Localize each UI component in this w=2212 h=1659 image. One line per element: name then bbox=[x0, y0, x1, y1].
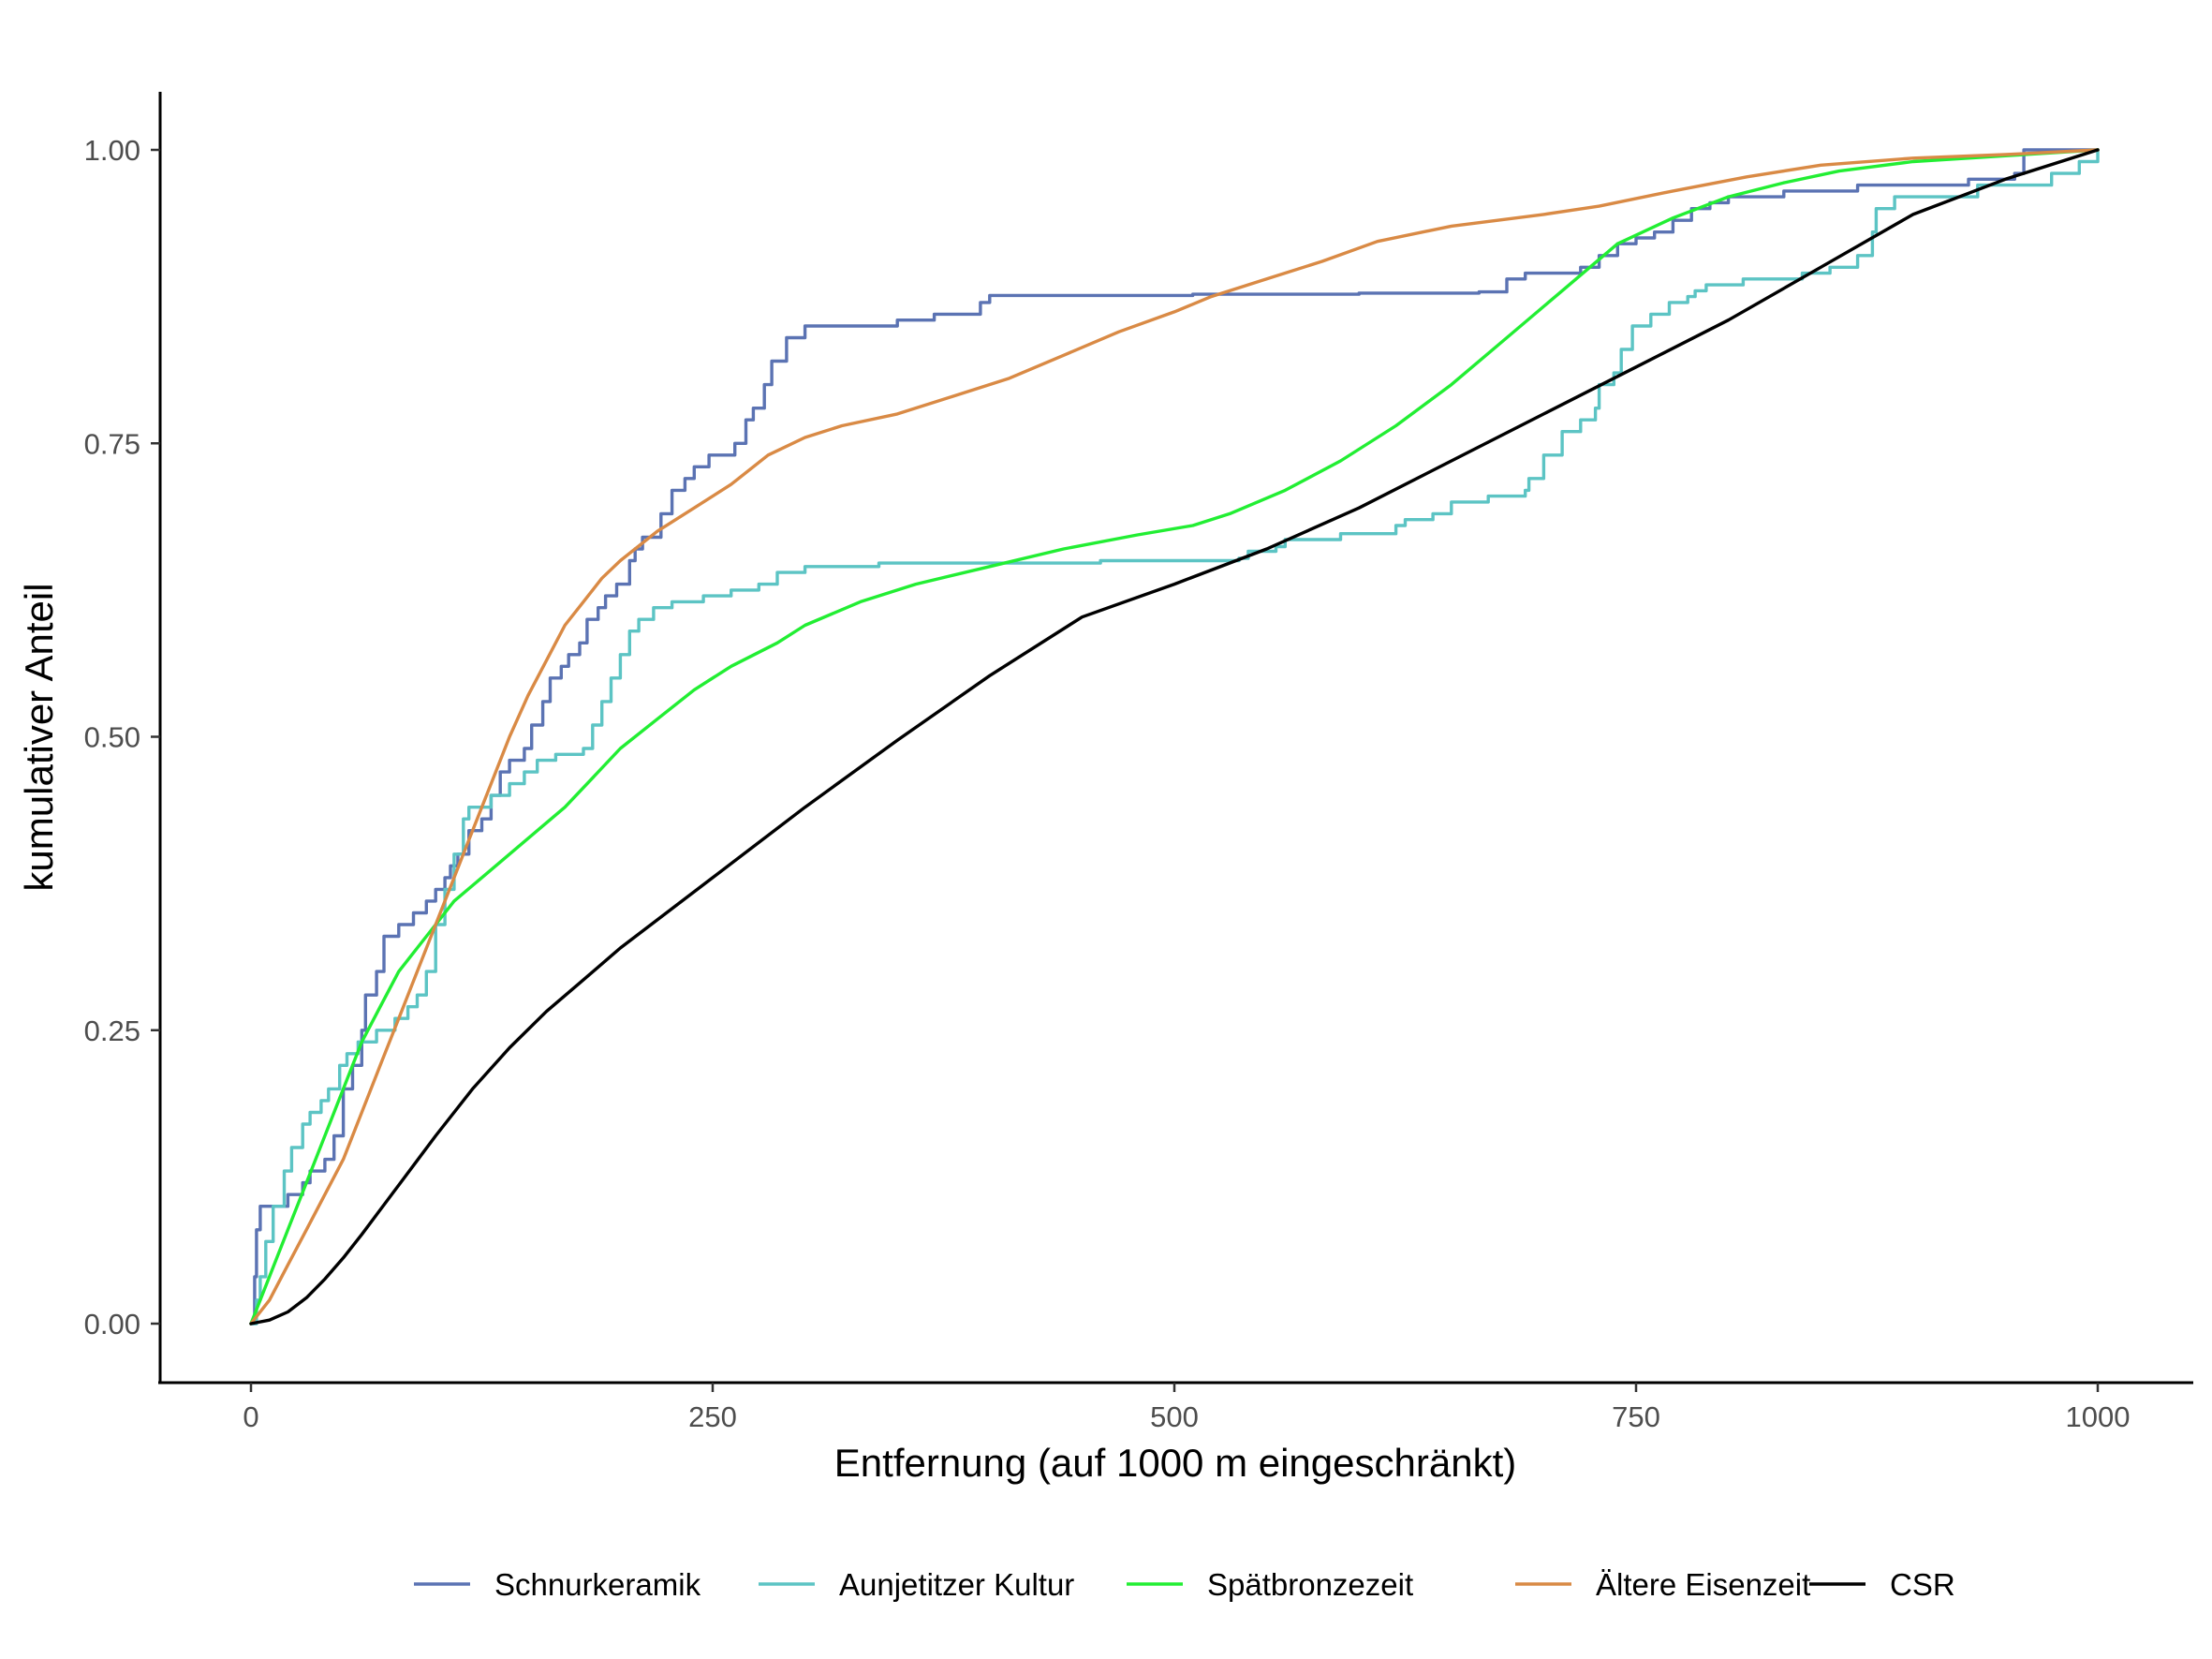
x-tick-label: 250 bbox=[688, 1400, 737, 1433]
y-tick-label: 0.50 bbox=[84, 721, 140, 754]
x-axis-title: Entfernung (auf 1000 m eingeschränkt) bbox=[834, 1441, 1516, 1485]
series-layer bbox=[249, 148, 2100, 1326]
y-tick-label: 1.00 bbox=[84, 134, 140, 167]
y-tick-label: 0.25 bbox=[84, 1015, 140, 1047]
series-line-aunjetitzer-kultur bbox=[249, 148, 2100, 1326]
x-ticks: 0 250 500 750 1000 bbox=[243, 1383, 2130, 1433]
axes-layer bbox=[158, 92, 2193, 1385]
x-tick-label: 500 bbox=[1150, 1400, 1199, 1433]
series-line-sp-tbronzezeit bbox=[249, 148, 2100, 1326]
y-tick-label: 0.75 bbox=[84, 427, 140, 460]
series-line--ltere-eisenzeit bbox=[249, 148, 2100, 1326]
legend-label-sp-tbronzezeit: Spätbronzezeit bbox=[1207, 1567, 1413, 1602]
series-line-schnurkeramik bbox=[249, 148, 2100, 1326]
legend-label-schnurkeramik: Schnurkeramik bbox=[494, 1567, 701, 1602]
x-tick-label: 750 bbox=[1612, 1400, 1660, 1433]
series-line-csr bbox=[249, 148, 2100, 1326]
legend-label-aunjetitzer-kultur: Aunjetitzer Kultur bbox=[839, 1567, 1074, 1602]
y-tick-label: 0.00 bbox=[84, 1308, 140, 1341]
x-tick-label: 0 bbox=[243, 1400, 258, 1433]
legend-label--ltere-eisenzeit: Ältere Eisenzeit bbox=[1596, 1567, 1810, 1602]
legend: Schnurkeramik Aunjetitzer Kultur Spätbronz… bbox=[414, 1567, 1955, 1602]
y-axis-title: kumulativer Anteil bbox=[17, 583, 61, 891]
legend-label-csr: CSR bbox=[1890, 1567, 1955, 1602]
y-ticks: 0.00 0.25 0.50 0.75 1.00 bbox=[84, 134, 160, 1341]
x-tick-label: 1000 bbox=[2066, 1400, 2131, 1433]
